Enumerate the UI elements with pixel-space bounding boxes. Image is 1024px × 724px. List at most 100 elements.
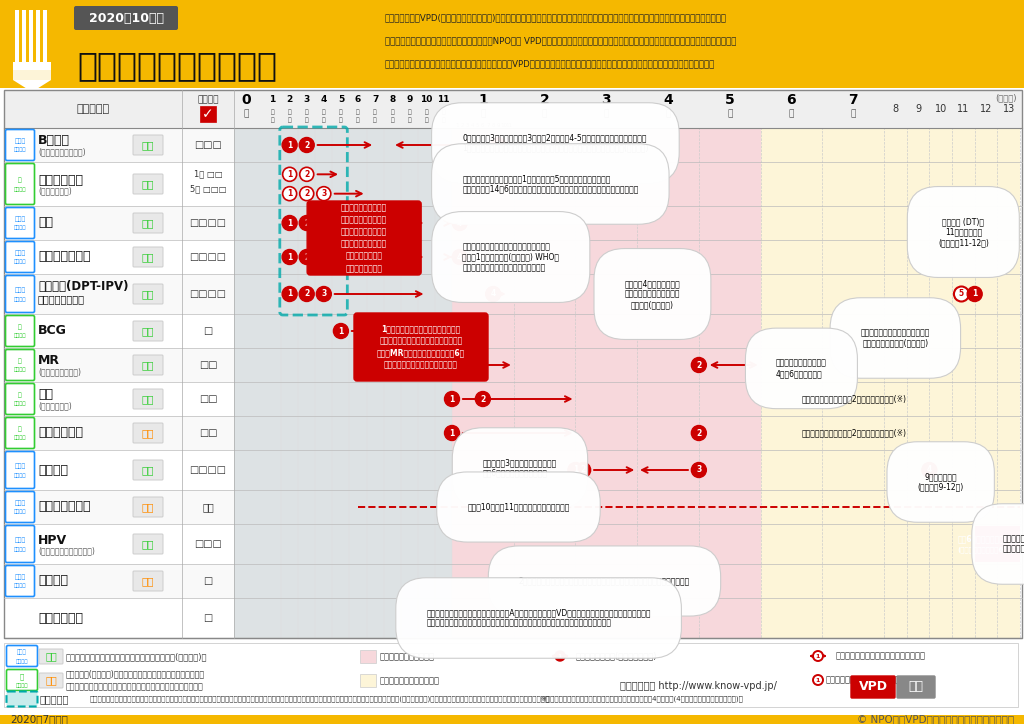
Text: 1歳の誕生日が来たら同時接種で受け
ましょう。ヒブ・小児用肺炎球菌・四種
混合・MR・水痘・おたふくかぜの6本
を同時接種で受けることもできます: 1歳の誕生日が来たら同時接種で受け ましょう。ヒブ・小児用肺炎球菌・四種 混合・… [377, 324, 465, 370]
Text: 歳: 歳 [244, 109, 249, 119]
Text: 4: 4 [471, 123, 474, 128]
Text: ワクチン: ワクチン [13, 402, 27, 406]
Text: □□□: □□□ [195, 539, 222, 549]
Text: 任意: 任意 [141, 502, 155, 512]
Text: (母子感染予防を除く): (母子感染予防を除く) [38, 148, 86, 156]
FancyBboxPatch shape [307, 201, 421, 275]
Circle shape [283, 216, 297, 230]
Text: 7: 7 [372, 96, 378, 104]
Text: 生: 生 [18, 392, 22, 397]
Text: 歳: 歳 [603, 109, 609, 119]
Text: か: か [425, 109, 428, 115]
FancyBboxPatch shape [851, 676, 895, 698]
Text: 任意: 任意 [141, 428, 155, 438]
FancyBboxPatch shape [5, 242, 35, 272]
Text: 1: 1 [450, 429, 455, 437]
FancyBboxPatch shape [133, 213, 163, 233]
Text: 1: 1 [558, 654, 562, 659]
Bar [0, 715, 1024, 724]
Text: か: か [339, 109, 343, 115]
Text: 1: 1 [287, 253, 292, 261]
Text: 標準的には3歳から接種しますが、
生後6か月から受けられます。: 標準的には3歳から接種しますが、 生後6か月から受けられます。 [483, 458, 557, 478]
Text: 2: 2 [304, 290, 309, 298]
Text: 月: 月 [441, 117, 445, 123]
Circle shape [453, 216, 467, 230]
Text: 4: 4 [457, 219, 463, 227]
Circle shape [316, 287, 332, 301]
FancyBboxPatch shape [133, 174, 163, 194]
Text: 1: 1 [287, 170, 292, 179]
Text: 3: 3 [322, 219, 327, 227]
FancyBboxPatch shape [39, 673, 63, 688]
Text: 10: 10 [420, 96, 432, 104]
Circle shape [922, 463, 937, 478]
Text: ワクチン名: ワクチン名 [77, 104, 110, 114]
Text: 1: 1 [338, 327, 343, 335]
Text: 不活化: 不活化 [14, 574, 26, 580]
Text: 歳: 歳 [480, 109, 485, 119]
Text: 1: 1 [478, 93, 487, 107]
Text: 4: 4 [927, 466, 932, 474]
Text: 不活化: 不活化 [14, 537, 26, 543]
Bar [4, 643, 1018, 707]
Text: 月: 月 [425, 117, 428, 123]
Text: 定期: 定期 [45, 652, 57, 662]
Text: 日本脳炎: 日本脳炎 [38, 463, 68, 476]
Text: 歳: 歳 [666, 109, 671, 119]
Text: 月: 月 [288, 117, 292, 123]
Text: か: か [356, 109, 359, 115]
Text: か: か [390, 109, 394, 115]
FancyBboxPatch shape [133, 284, 163, 304]
Text: (飲むワクチン): (飲むワクチン) [38, 187, 72, 195]
Text: 4: 4 [321, 96, 327, 104]
Text: ワクチン: ワクチン [13, 473, 27, 478]
Text: □□□□: □□□□ [189, 252, 226, 262]
Circle shape [813, 651, 823, 661]
Text: 3: 3 [322, 253, 327, 261]
Text: 歳: 歳 [542, 109, 547, 119]
Text: お子さまの予防接種に関しては、地域ごとの接種方法やVPDの流行状況に応じて、かかりつけ医と相談のうえスケジュールを立てましょう。: お子さまの予防接種に関しては、地域ごとの接種方法やVPDの流行状況に応じて、かか… [385, 59, 715, 69]
Text: 多くは有料(自己負担)。自治体によっては公費助成があります。
任意接種ワクチンの必要性は定期接種ワクチンと変わりません。: 多くは有料(自己負担)。自治体によっては公費助成があります。 任意接種ワクチンの… [66, 670, 205, 691]
FancyBboxPatch shape [5, 492, 35, 523]
Text: (みずぼうそう): (みずぼうそう) [38, 402, 72, 411]
Bar [4, 416, 234, 450]
Text: ワクチン: ワクチン [13, 225, 27, 230]
Text: ワクチン: ワクチン [13, 368, 27, 373]
Text: 月: 月 [408, 117, 412, 123]
Bar [4, 564, 234, 598]
Circle shape [453, 250, 467, 264]
FancyBboxPatch shape [6, 646, 38, 667]
Text: かかったことがない人は2回受けましょう。(※): かかったことがない人は2回受けましょう。(※) [802, 395, 906, 403]
Text: ワクチン: ワクチン [13, 547, 27, 552]
FancyBboxPatch shape [5, 526, 35, 563]
Text: 髄膜炎菌: 髄膜炎菌 [38, 575, 68, 587]
Circle shape [299, 250, 314, 264]
Text: ロタウイルスワクチンには、1個ワクチンと5価ワクチンがあります。
遅くとも生後14週6日までに接種を開始し、それぞれの必要接種回数を受けます。: ロタウイルスワクチンには、1個ワクチンと5価ワクチンがあります。 遅くとも生後1… [462, 174, 639, 194]
Text: 月: 月 [322, 117, 326, 123]
FancyBboxPatch shape [5, 208, 35, 238]
Text: 月: 月 [339, 117, 343, 123]
FancyBboxPatch shape [133, 247, 163, 267]
Text: 生: 生 [19, 673, 25, 680]
FancyBboxPatch shape [6, 691, 38, 707]
Text: 検索: 検索 [908, 681, 924, 694]
FancyBboxPatch shape [5, 316, 35, 347]
Text: 百日せきの感染予防の目的で三種混合ワク
チンを1回受けます。(任意接種) WHOも
この時期の追加接種を推奨しています。: 百日せきの感染予防の目的で三種混合ワク チンを1回受けます。(任意接種) WHO… [462, 242, 559, 272]
FancyBboxPatch shape [133, 321, 163, 341]
Text: 5: 5 [958, 290, 964, 298]
Text: □: □ [204, 326, 213, 336]
Circle shape [691, 463, 707, 478]
Text: □□: □□ [199, 428, 217, 438]
Text: 3: 3 [322, 189, 327, 198]
Text: ※異なる種類の注射の生ワクチン同士の接種間隔は最短で4週間です(4週間後の同じ曜日から接種可)。: ※異なる種類の注射の生ワクチン同士の接種間隔は最短で4週間です(4週間後の同じ曜… [540, 696, 742, 702]
Text: 0: 0 [242, 93, 251, 107]
Text: ワクチン: ワクチン [13, 584, 27, 589]
Text: 5: 5 [725, 93, 734, 107]
Bar [4, 162, 234, 206]
Text: □□: □□ [199, 360, 217, 370]
Text: 3: 3 [466, 123, 469, 128]
Text: 1: 1 [450, 395, 455, 403]
Text: 小学6年生になったら受けましょう。: 小学6年生になったら受けましょう。 [957, 534, 1024, 544]
Text: 生: 生 [18, 426, 22, 432]
Bar [4, 450, 234, 490]
